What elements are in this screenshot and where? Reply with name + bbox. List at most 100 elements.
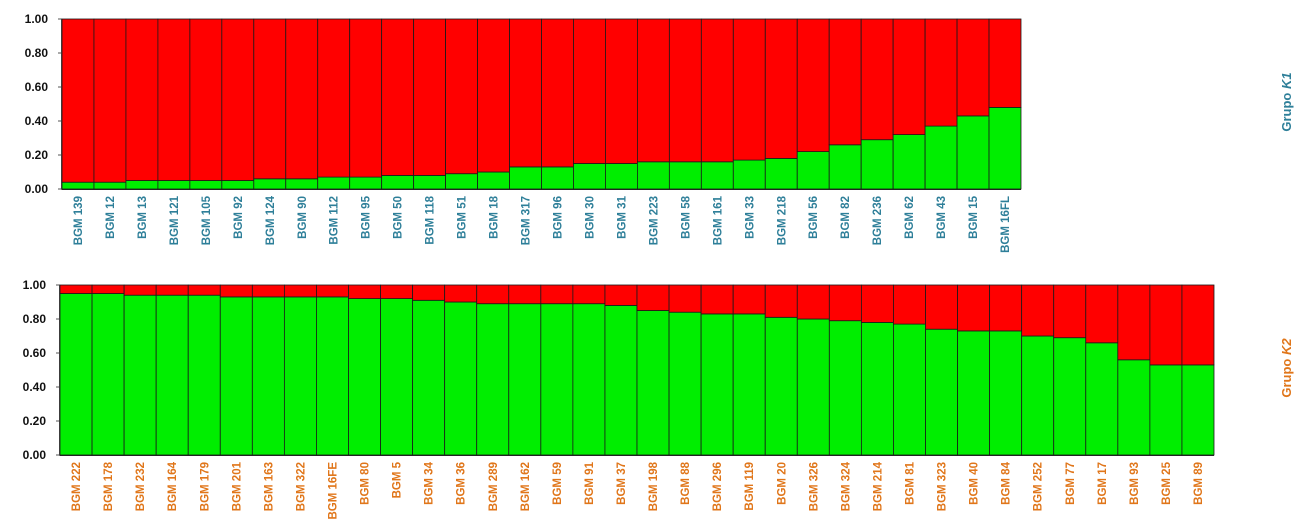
red-bar-segment [1181, 284, 1215, 366]
y-tick-label: 0.80 [25, 46, 49, 60]
category-label: BGM 37 [616, 462, 628, 505]
red-bar-segment [732, 18, 766, 161]
category-label: BGM 20 [776, 462, 788, 505]
category-label: BGM 30 [584, 196, 596, 239]
red-bar-segment [764, 284, 798, 318]
category-label: BGM 90 [297, 196, 309, 239]
category-label: BGM 95 [361, 195, 373, 238]
red-bar-segment [764, 18, 798, 159]
category-label: BGM 96 [552, 196, 564, 239]
green-bar-segment [508, 303, 542, 456]
green-bar-segment [412, 299, 446, 456]
category-label: BGM 51 [457, 195, 469, 238]
category-label: BGM 317 [521, 196, 533, 245]
green-bar-segment [540, 303, 574, 456]
red-bar-segment [573, 18, 606, 164]
green-bar-segment [317, 176, 351, 190]
red-bar-segment [989, 284, 1023, 332]
green-bar-segment [155, 294, 189, 456]
y-tick-label: 1.00 [23, 278, 47, 292]
green-bar-segment [1149, 364, 1183, 456]
category-label: BGM 16FE [327, 462, 339, 520]
category-label: BGM 43 [936, 196, 948, 239]
green-bar-segment [509, 166, 542, 190]
red-bar-segment [253, 18, 287, 180]
group-label-k: K2 [1279, 338, 1294, 355]
red-bar-segment [605, 18, 638, 164]
red-bar-segment [477, 18, 510, 173]
y-tick-label: 0.80 [23, 312, 47, 326]
green-bar-segment [605, 163, 638, 190]
y-tick-label: 0.40 [25, 114, 49, 128]
category-label: BGM 178 [103, 461, 115, 511]
green-bar-segment [924, 125, 958, 190]
red-bar-segment [476, 284, 510, 305]
green-bar-segment [956, 115, 990, 190]
category-label: BGM 112 [329, 196, 341, 245]
green-bar-segment [828, 320, 862, 456]
category-label: BGM 34 [424, 461, 436, 504]
green-bar-segment [796, 318, 830, 456]
green-bar-segment [285, 178, 319, 190]
red-bar-segment [700, 284, 734, 315]
category-label: BGM 25 [1161, 461, 1173, 504]
green-bar-segment [925, 328, 958, 456]
group-k1-plot: 0.00 0.20 0.40 0.60 0.80 1.00 BGM 139 BGM 12 BGM… [25, 12, 1294, 253]
category-label: BGM 18 [489, 195, 501, 238]
red-bar-segment [668, 18, 702, 163]
green-bar-segment [91, 293, 125, 456]
red-bar-segment [285, 18, 319, 180]
category-label: BGM 81 [904, 461, 916, 504]
red-bar-segment [1053, 284, 1087, 339]
green-bar-segment [668, 161, 702, 190]
red-bar-segment [860, 18, 894, 141]
red-bar-segment [956, 18, 990, 117]
red-bar-segment [93, 18, 127, 183]
category-label: BGM 223 [648, 196, 660, 245]
green-bar-segment [572, 303, 606, 456]
red-bar-segment [668, 284, 702, 313]
category-label: BGM 13 [137, 196, 149, 239]
category-label: BGM 252 [1033, 462, 1045, 511]
category-label: BGM 88 [680, 461, 692, 504]
green-bar-segment [413, 174, 446, 190]
category-label: BGM 326 [808, 462, 820, 511]
green-bar-segment [251, 296, 285, 456]
y-tick-label: 0.00 [23, 448, 47, 462]
category-label: BGM 16FL [1000, 196, 1012, 253]
green-bar-segment [1053, 337, 1087, 456]
red-bar-segment [828, 284, 862, 322]
red-bar-segment [155, 284, 189, 296]
category-label: BGM 5 [392, 461, 404, 498]
category-label: BGM 77 [1065, 462, 1077, 505]
red-bar-segment [893, 284, 926, 325]
category-label: BGM 91 [584, 461, 596, 504]
red-bar-segment [125, 18, 159, 181]
category-label: BGM 119 [744, 462, 756, 511]
green-bar-segment [796, 151, 830, 190]
green-bar-segment [381, 174, 415, 190]
red-bar-segment [924, 18, 958, 127]
category-label: BGM 105 [201, 195, 213, 245]
y-tick-label: 0.20 [25, 148, 49, 162]
red-bar-segment [123, 284, 157, 296]
green-bar-segment [1085, 342, 1119, 456]
red-bar-segment [957, 284, 991, 332]
category-label: BGM 36 [456, 462, 468, 505]
category-label: BGM 82 [840, 196, 852, 239]
green-bar-segment [573, 163, 606, 190]
green-bar-segment [253, 178, 287, 190]
green-bar-segment [700, 313, 734, 456]
category-label: BGM 92 [233, 196, 245, 239]
category-label: BGM 324 [840, 461, 852, 511]
green-bar-segment [636, 310, 670, 456]
green-bar-segment [764, 157, 798, 190]
category-label: BGM 161 [712, 195, 724, 245]
red-bar-segment [925, 284, 958, 330]
category-label: BGM 163 [263, 462, 275, 511]
group-label-prefix: Grupo [1279, 89, 1294, 132]
group-label-k: K1 [1279, 72, 1294, 89]
category-label: BGM 121 [169, 195, 181, 245]
green-bar-segment [1021, 335, 1055, 456]
